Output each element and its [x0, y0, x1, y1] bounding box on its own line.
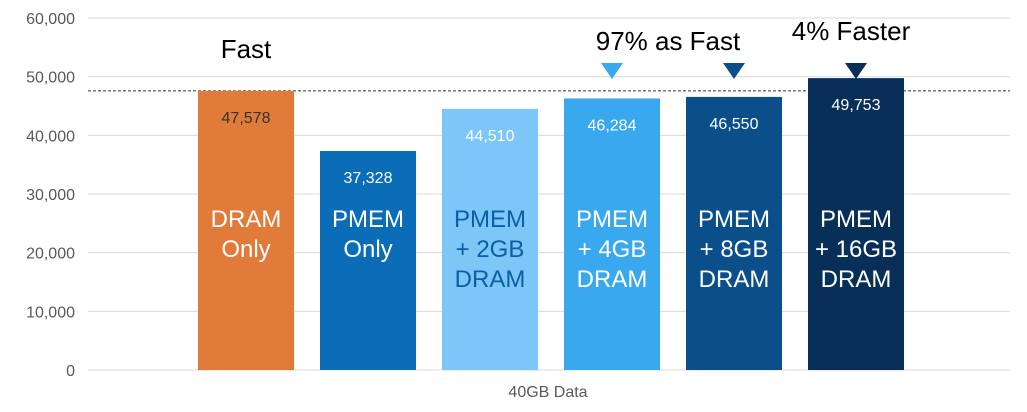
bar-category-label-line: DRAM	[699, 266, 770, 293]
down-triangle-marker-icon	[601, 63, 623, 79]
bar-category-label-line: Only	[343, 236, 392, 263]
bar-category-label-line: + 2GB	[456, 236, 525, 263]
bar-category-label: DRAM Only	[211, 206, 282, 263]
bar-group: 44,510 PMEM + 2GB DRAM	[442, 108, 538, 370]
bar-category-label: PMEM + 16GB DRAM	[815, 206, 897, 293]
bar-category-label-line: DRAM	[577, 266, 648, 293]
down-triangle-marker-icon	[845, 63, 867, 79]
bar-category-label-line: PMEM	[454, 206, 526, 233]
bar-category-label-line: + 8GB	[700, 236, 769, 263]
bar-value-label: 44,510	[466, 128, 515, 145]
bar-category-label-line: PMEM	[332, 206, 404, 233]
bar-category-label: PMEM + 4GB DRAM	[576, 206, 648, 293]
bar-category-label-line: + 4GB	[578, 236, 647, 263]
y-tick-label: 20,000	[26, 246, 75, 263]
bar-group: 37,328 PMEM Only	[320, 151, 416, 370]
bar-value-label: 37,328	[344, 170, 393, 187]
bar-category-label: PMEM + 8GB DRAM	[698, 206, 770, 293]
bar-category-label-line: PMEM	[698, 206, 770, 233]
bar	[442, 108, 538, 370]
down-triangle-marker-icon	[723, 63, 745, 79]
bar-annotation: 97% as Fast	[596, 26, 741, 56]
bar-value-label: 47,578	[222, 110, 271, 127]
bar-group: 46,550 PMEM + 8GB DRAM	[686, 96, 782, 370]
bar-group: 49,753 PMEM + 16GB DRAM	[808, 78, 904, 371]
bar-category-label-line: Only	[221, 236, 270, 263]
bar-category-label-line: DRAM	[455, 266, 526, 293]
bar-category-label-line: PMEM	[576, 206, 648, 233]
bar-annotation: 4% Faster	[792, 16, 911, 46]
y-tick-label: 0	[66, 363, 75, 380]
bar	[198, 90, 294, 370]
bar	[320, 151, 416, 370]
bar-category-label-line: PMEM	[820, 206, 892, 233]
bar-value-label: 46,284	[588, 117, 637, 134]
y-tick-label: 30,000	[26, 187, 75, 204]
y-tick-label: 40,000	[26, 128, 75, 145]
bar	[686, 96, 782, 370]
x-axis-category-label: 40GB Data	[508, 384, 587, 401]
y-axis-tick-labels: 0 10,000 20,000 30,000 40,000 50,000 60,000	[26, 11, 75, 380]
bar-category-label: PMEM Only	[332, 206, 404, 263]
y-tick-label: 60,000	[26, 11, 75, 28]
bar-group: 46,284 PMEM + 4GB DRAM	[564, 98, 660, 371]
bars: 47,578 DRAM Only 37,328 PMEM Only 44,510 PMEM + …	[198, 78, 904, 371]
bar	[564, 98, 660, 371]
bar-category-label: PMEM + 2GB DRAM	[454, 206, 526, 293]
bar-value-label: 46,550	[710, 116, 759, 133]
y-tick-label: 50,000	[26, 70, 75, 87]
bar-value-label: 49,753	[832, 97, 881, 114]
annotations: Fast 97% as Fast 4% Faster	[221, 16, 911, 79]
y-tick-label: 10,000	[26, 304, 75, 321]
bar-category-label-line: + 16GB	[815, 236, 897, 263]
bar-category-label-line: DRAM	[211, 206, 282, 233]
bar-group: 47,578 DRAM Only	[198, 90, 294, 370]
bar-category-label-line: DRAM	[821, 266, 892, 293]
bar-annotation: Fast	[221, 34, 272, 64]
bar	[808, 78, 904, 371]
